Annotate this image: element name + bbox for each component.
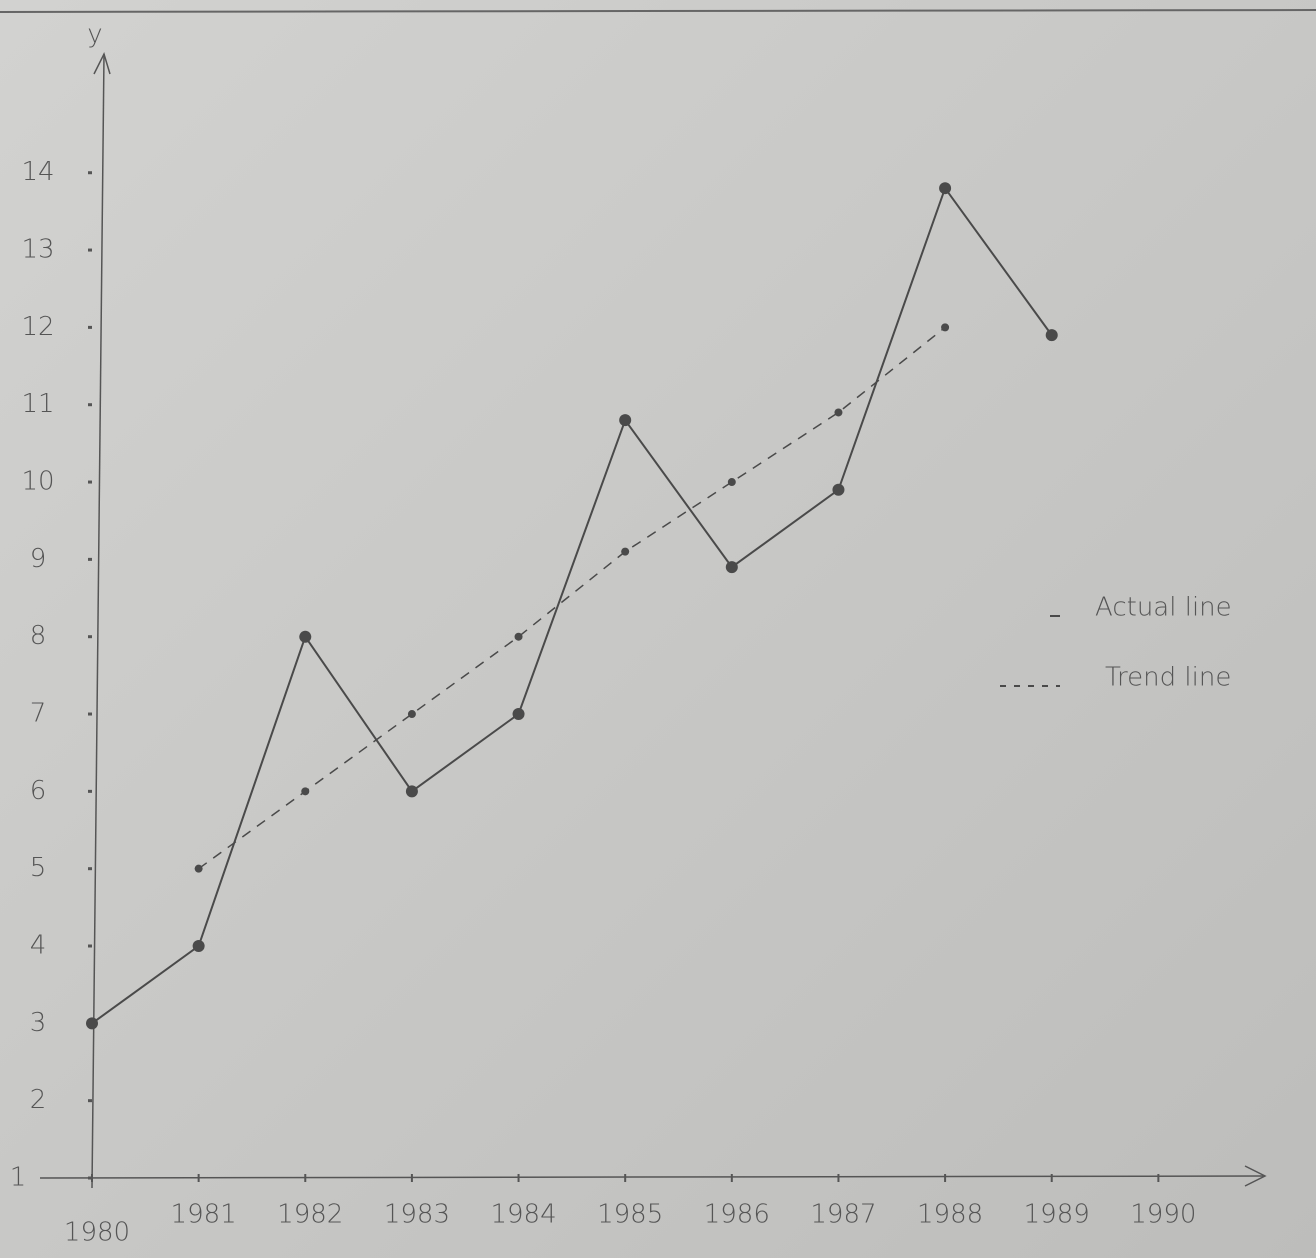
data-point <box>301 787 309 795</box>
y-tick-label: 3 <box>30 1008 47 1038</box>
x-axis <box>40 1176 1265 1178</box>
x-tick-label: 1983 <box>384 1200 450 1230</box>
x-tick-label: 1990 <box>1130 1200 1196 1230</box>
data-point <box>299 631 311 643</box>
legend-label: Actual line <box>1095 593 1232 623</box>
data-point <box>621 548 629 556</box>
x-tick-label: 1980 <box>64 1218 130 1248</box>
data-point <box>515 633 523 641</box>
y-tick-label: 9 <box>30 544 47 574</box>
data-point <box>619 414 631 426</box>
x-tick-label: 1984 <box>490 1200 556 1230</box>
data-point <box>728 478 736 486</box>
paper-edge <box>0 10 1316 12</box>
y-tick-label: 7 <box>30 699 47 729</box>
y-tick-label: 2 <box>30 1085 47 1115</box>
y-tick-label: 1 <box>10 1163 27 1193</box>
data-point <box>834 408 842 416</box>
x-tick-label: 1985 <box>597 1200 663 1230</box>
x-tick-label: 1986 <box>704 1200 770 1230</box>
y-tick-label: 12 <box>21 312 54 342</box>
y-tick-label: 11 <box>21 389 54 419</box>
y-tick-label: 10 <box>21 467 54 497</box>
data-point <box>726 561 738 573</box>
data-point <box>86 1017 98 1029</box>
data-point <box>406 785 418 797</box>
chart: y 12345678910111213141980198119821983198… <box>0 0 1316 1258</box>
data-point <box>939 182 951 194</box>
data-point <box>513 708 525 720</box>
data-point <box>408 710 416 718</box>
x-tick-label: 1981 <box>171 1200 237 1230</box>
y-tick-label: 14 <box>21 157 54 187</box>
x-tick-label: 1987 <box>810 1200 876 1230</box>
y-axis-label: y <box>87 20 102 50</box>
page: y 12345678910111213141980198119821983198… <box>0 0 1316 1258</box>
data-point <box>941 323 949 331</box>
series-line <box>199 327 945 868</box>
y-tick-label: 8 <box>30 621 47 651</box>
y-tick-label: 5 <box>30 853 47 883</box>
x-tick-label: 1982 <box>277 1200 343 1230</box>
y-tick-label: 6 <box>30 776 47 806</box>
y-axis-arrow <box>94 54 110 74</box>
data-point <box>1046 329 1058 341</box>
data-point <box>193 940 205 952</box>
data-point <box>195 865 203 873</box>
y-tick-label: 4 <box>30 931 47 961</box>
data-point <box>832 484 844 496</box>
legend-label: Trend line <box>1105 663 1231 693</box>
x-tick-label: 1989 <box>1024 1200 1090 1230</box>
y-tick-label: 13 <box>21 235 54 265</box>
series-line <box>92 188 1052 1023</box>
x-tick-label: 1988 <box>917 1200 983 1230</box>
